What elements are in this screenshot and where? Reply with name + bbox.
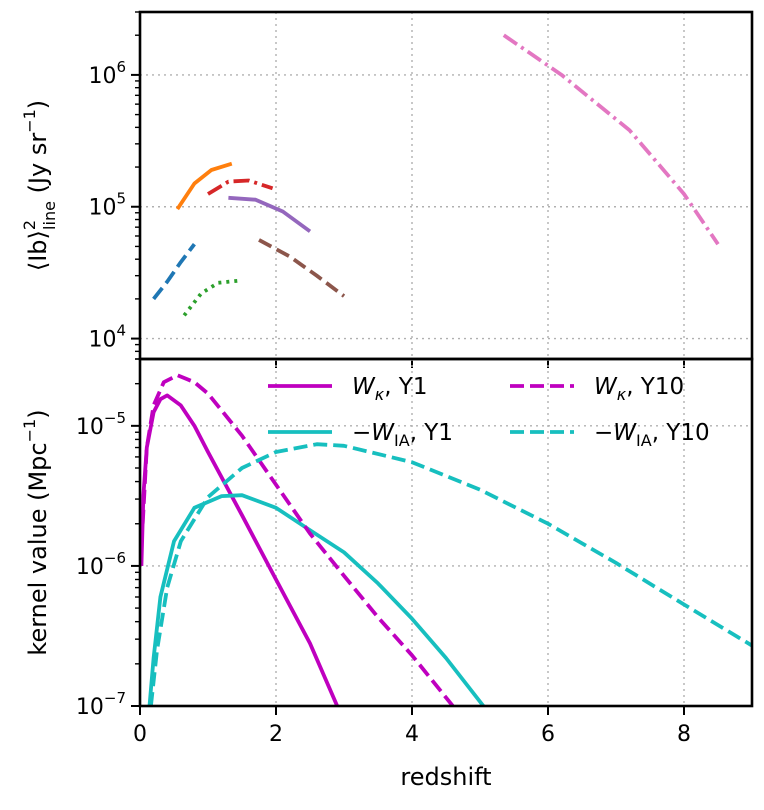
- x-tick-label: 6: [541, 722, 555, 747]
- x-axis-label: redshift: [400, 763, 491, 791]
- x-tick-label: 0: [133, 722, 147, 747]
- y-tick-label: 105: [88, 190, 126, 221]
- y-tick-label: 10−5: [76, 409, 126, 440]
- legend-label: Wκ, Y10: [594, 374, 684, 404]
- y-axis-label: ⟨Ib⟩2line (Jy sr−1): [20, 100, 59, 271]
- series-group: [140, 373, 752, 706]
- y-axis-label: kernel value (Mpc−1): [20, 409, 52, 655]
- lower-panel: 10−7 10−6 10−5 0 2 4 6 8 kernel value (Mpc−1) red…: [20, 357, 754, 791]
- legend: Wκ, Y1 −WIA, Y1 Wκ, Y10 −WIA, Y10: [268, 374, 710, 450]
- plot-frame: [138, 357, 754, 708]
- y-tick-label: 10−7: [76, 689, 126, 720]
- legend-label: −WIA, Y1: [352, 420, 453, 450]
- series-group: [152, 33, 720, 317]
- x-tick-label: 8: [677, 722, 691, 747]
- series-line--wia-y10: [149, 442, 752, 706]
- series-line-5: [258, 238, 346, 298]
- y-tick-label: 106: [88, 58, 126, 89]
- series-line-6: [502, 33, 720, 246]
- plot-frame: [138, 10, 754, 361]
- x-tick-label: 4: [405, 722, 419, 747]
- series-line-0: [152, 243, 196, 301]
- x-tick-label: 2: [269, 722, 283, 747]
- y-tick-label: 104: [88, 322, 126, 353]
- upper-panel: 104 105 106 ⟨Ib⟩2line (Jy sr−1): [20, 10, 754, 368]
- y-tick-label: 10−6: [76, 549, 126, 580]
- series-line-2: [182, 278, 239, 317]
- series-line--wia-y1: [147, 493, 485, 706]
- series-line-w-y1: [140, 393, 339, 706]
- series-line-1: [175, 161, 233, 211]
- series-line-3: [207, 178, 274, 196]
- series-line-w-y10: [140, 373, 455, 706]
- legend-label: −WIA, Y10: [594, 420, 710, 450]
- legend-label: Wκ, Y1: [352, 374, 428, 404]
- series-line-4: [228, 195, 312, 233]
